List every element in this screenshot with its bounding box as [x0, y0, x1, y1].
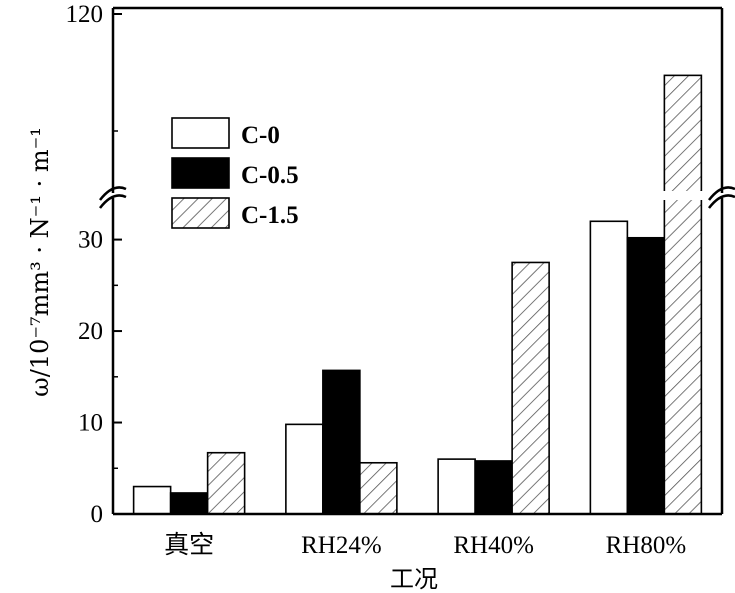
bar-c-0-1	[285, 423, 324, 515]
legend-swatch-0	[171, 117, 230, 149]
axis-break-mark-left-2	[99, 194, 127, 209]
bar-c-0-3	[589, 220, 629, 515]
x-tick-label-1: RH24%	[301, 532, 382, 559]
x-tick-label-2: RH40%	[453, 532, 534, 559]
bar-c-0-5-3	[626, 236, 666, 515]
x-tick-label-3: RH80%	[606, 532, 687, 559]
bar-c-0-2	[437, 458, 476, 515]
axes-group: 0 10 20 30 120 真空 RH24% RH40% RH80%	[66, 1, 735, 559]
legend: C-0 C-0.5 C-1.5	[171, 117, 299, 229]
axis-break-gap	[105, 191, 730, 200]
bar-c-0-5-2	[474, 460, 513, 515]
y-tick-label-120: 120	[66, 1, 104, 28]
bar-c-1-5-2	[511, 261, 550, 515]
axis-break-mark-right-2	[708, 194, 735, 209]
axis-break-mark-left-1	[99, 186, 127, 201]
y-tick-label-20: 20	[78, 318, 103, 345]
bar-c-1-5-3	[663, 74, 703, 515]
y-tick-label-10: 10	[78, 410, 103, 437]
legend-label-2: C-1.5	[241, 202, 299, 229]
bars-group	[105, 74, 730, 515]
bar-c-1-5-1	[359, 461, 398, 515]
legend-label-0: C-0	[241, 122, 280, 149]
bar-c-1-5-0	[206, 451, 246, 515]
y-axis-title: ω/10⁻⁷mm³ · N⁻¹ · m⁻¹	[26, 127, 54, 397]
legend-label-1: C-0.5	[241, 162, 299, 189]
bar-c-0-5-0	[169, 492, 209, 515]
x-axis-title: 工况	[390, 565, 438, 593]
y-tick-label-30: 30	[78, 227, 103, 254]
bar-c-0-0	[132, 485, 172, 515]
axis-break-mark-right-1	[708, 186, 735, 201]
y-tick-label-0: 0	[91, 501, 104, 528]
legend-swatch-1	[171, 157, 230, 189]
legend-swatch-2	[171, 197, 230, 229]
x-tick-label-0: 真空	[164, 531, 214, 559]
bar-c-0-5-1	[322, 369, 361, 515]
